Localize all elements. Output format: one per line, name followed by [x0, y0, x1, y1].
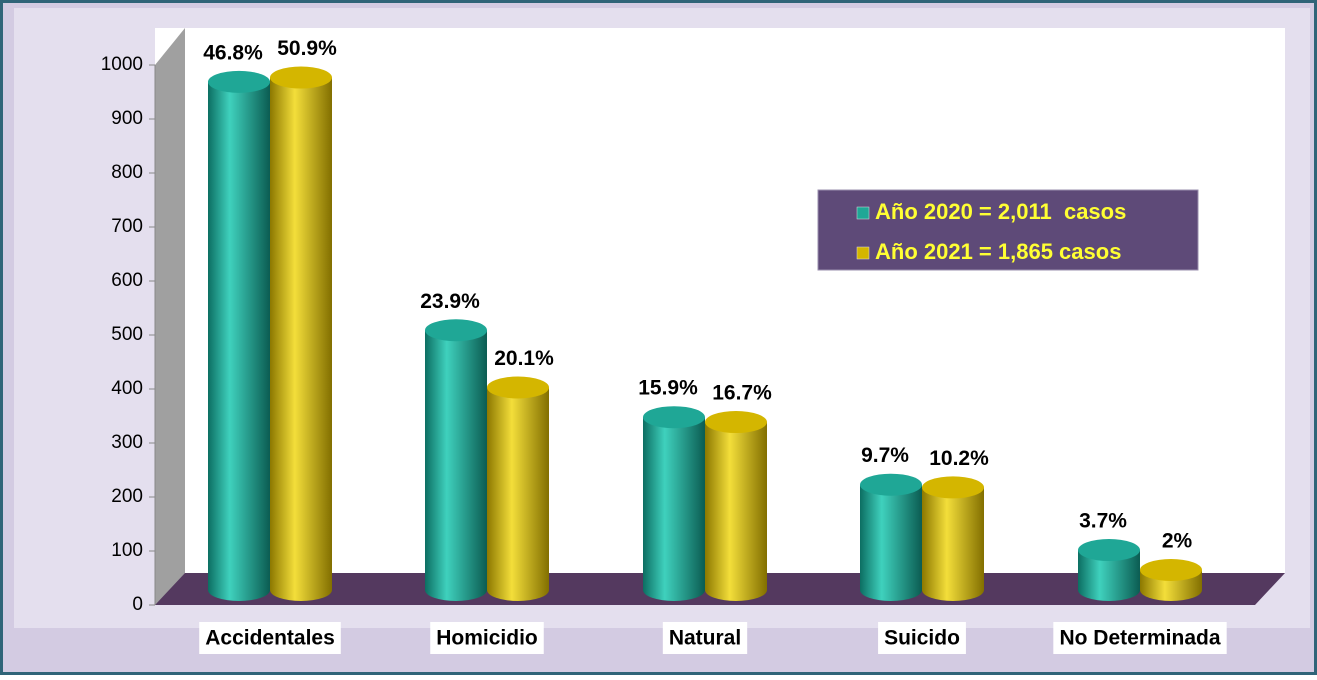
bar-top [1140, 559, 1202, 582]
bar-top [922, 476, 984, 499]
bar-top [425, 319, 487, 342]
y-tick-label: 400 [111, 378, 143, 399]
data-label: 46.8% [203, 41, 263, 64]
x-tick-label: No Determinada [1059, 627, 1220, 650]
y-tick-label: 900 [111, 108, 143, 129]
y-tick-label: 0 [132, 594, 143, 615]
bar [922, 487, 984, 590]
bar [270, 77, 332, 591]
bar [425, 330, 487, 590]
data-label: 10.2% [929, 447, 989, 470]
category-label-box [878, 622, 966, 654]
bar [860, 484, 922, 590]
data-label: 3.7% [1079, 510, 1127, 533]
y-tick-label: 1000 [101, 54, 143, 75]
data-label: 9.7% [861, 444, 909, 467]
legend-swatch [856, 246, 870, 260]
data-label: 23.9% [420, 290, 480, 313]
data-label: 20.1% [494, 347, 554, 370]
bar [705, 422, 767, 590]
bar [487, 387, 549, 590]
bar-top [643, 406, 705, 429]
category-label-box [199, 622, 341, 654]
legend-label: Año 2021 = 1,865 casos [875, 239, 1121, 264]
bar-top [208, 70, 270, 93]
y-tick-label: 700 [111, 216, 143, 237]
y-tick-label: 100 [111, 540, 143, 561]
legend [817, 189, 1199, 271]
data-label: 15.9% [638, 377, 698, 400]
legend-label: Año 2020 = 2,011 casos [875, 199, 1126, 224]
x-tick-label: Homicidio [436, 627, 538, 650]
legend-swatch [856, 206, 870, 220]
y-tick-label: 500 [111, 324, 143, 345]
data-label: 50.9% [277, 37, 337, 60]
category-label-box [430, 622, 544, 654]
bar-top [487, 376, 549, 399]
bar-top [1078, 539, 1140, 562]
bar [643, 417, 705, 590]
category-label-box [662, 622, 748, 654]
y-tick-label: 300 [111, 432, 143, 453]
bar-top [270, 66, 332, 89]
y-tick-label: 800 [111, 162, 143, 183]
data-label: 16.7% [712, 382, 772, 405]
data-label: 2% [1162, 530, 1193, 553]
bar-top [860, 473, 922, 496]
bar-top [705, 411, 767, 434]
side-wall [155, 28, 185, 605]
x-tick-label: Accidentales [205, 627, 335, 650]
category-label-box [1053, 622, 1227, 654]
y-tick-label: 200 [111, 486, 143, 507]
x-tick-label: Suicido [884, 627, 960, 650]
x-tick-label: Natural [669, 627, 741, 650]
bar [208, 81, 270, 591]
y-tick-label: 600 [111, 270, 143, 291]
